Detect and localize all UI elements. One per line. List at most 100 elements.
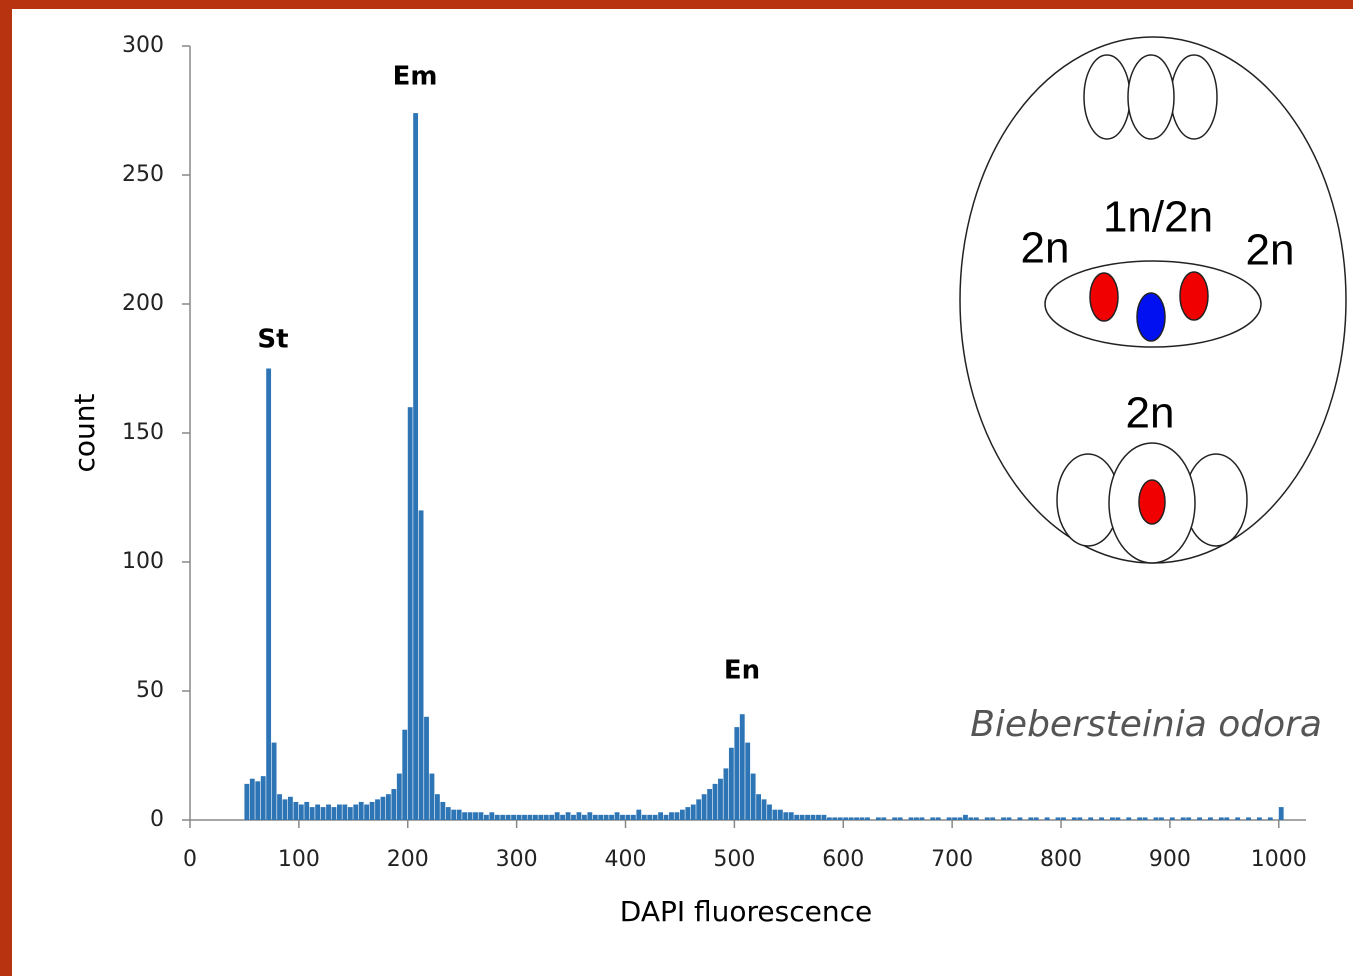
inset-label: 2n	[1126, 389, 1175, 438]
bar	[1278, 807, 1284, 820]
bar	[1197, 817, 1202, 820]
bar	[908, 817, 914, 820]
bar	[260, 776, 266, 820]
bar	[788, 812, 794, 820]
bar	[696, 799, 702, 820]
bar	[946, 817, 952, 820]
bar	[739, 714, 745, 820]
bar	[837, 817, 843, 820]
bar	[897, 817, 903, 820]
bar	[522, 814, 527, 820]
bar	[734, 727, 740, 820]
bar	[516, 814, 522, 820]
bar	[1159, 817, 1164, 820]
bar	[799, 814, 805, 820]
species-label: Biebersteinia odora	[970, 704, 1322, 745]
bar	[369, 801, 375, 820]
bar	[1137, 817, 1143, 820]
x-tick-label: 200	[387, 847, 429, 872]
x-tick-label: 100	[278, 847, 320, 872]
bar	[1110, 817, 1115, 820]
bar	[549, 814, 555, 820]
bar	[1061, 817, 1066, 820]
bar	[445, 807, 451, 820]
peak-label: En	[724, 656, 760, 686]
bar	[1033, 817, 1039, 820]
frame-top	[0, 0, 1353, 9]
bar	[309, 807, 315, 820]
bar	[560, 814, 566, 820]
y-tick-label: 250	[122, 162, 164, 187]
bar	[554, 812, 560, 820]
bar	[625, 814, 631, 820]
x-tick-label: 500	[713, 847, 755, 872]
bar	[1235, 817, 1241, 820]
bar	[249, 778, 255, 820]
bar	[614, 812, 620, 820]
bar	[865, 817, 870, 820]
bar	[315, 804, 321, 820]
bar	[679, 809, 685, 820]
bar	[685, 807, 691, 820]
bar	[914, 817, 919, 820]
bar	[821, 814, 827, 820]
bar	[375, 799, 380, 820]
bar	[848, 817, 854, 820]
bar	[298, 804, 304, 820]
y-tick-label: 0	[150, 807, 164, 832]
bar	[587, 812, 593, 820]
x-axis-title: DAPI fluorescence	[620, 895, 872, 928]
bar	[875, 817, 881, 820]
bar	[320, 807, 326, 820]
bar	[620, 814, 625, 820]
y-axis-title: count	[68, 393, 101, 472]
bar	[859, 817, 865, 820]
y-tick-label: 300	[122, 33, 164, 58]
bar	[674, 812, 680, 820]
bar	[396, 773, 402, 820]
inset-label: 1n/2n	[1103, 193, 1213, 242]
bar	[930, 817, 936, 820]
x-tick-label: 0	[183, 847, 197, 872]
bar	[565, 812, 571, 820]
bar	[429, 773, 435, 820]
x-tick-label: 300	[496, 847, 538, 872]
bar	[1142, 817, 1148, 820]
bar	[244, 783, 250, 820]
bar	[266, 368, 272, 820]
bar	[576, 812, 582, 820]
bar	[609, 814, 615, 820]
x-tick-label: 900	[1149, 847, 1191, 872]
bar	[810, 814, 816, 820]
bar	[756, 794, 762, 820]
bar	[641, 814, 647, 820]
bar	[805, 814, 811, 820]
bar	[434, 794, 440, 820]
bar	[456, 809, 462, 820]
bar	[826, 817, 832, 820]
bar	[451, 809, 457, 820]
bar	[326, 804, 331, 820]
bar	[690, 804, 696, 820]
bar	[767, 804, 772, 820]
bar	[1115, 817, 1121, 820]
bar	[1153, 817, 1159, 820]
frame-left	[0, 0, 12, 976]
inset-label: 2n	[1246, 226, 1295, 275]
bar	[473, 812, 478, 820]
bar	[919, 817, 925, 820]
bar	[957, 817, 963, 820]
bar	[892, 817, 898, 820]
x-tick-label: 700	[931, 847, 973, 872]
bar	[287, 796, 293, 820]
bar	[353, 804, 359, 820]
bar	[1169, 817, 1175, 820]
bar	[701, 794, 707, 820]
bar	[647, 814, 653, 820]
bar	[1055, 817, 1061, 820]
bar	[636, 809, 642, 820]
y-tick-label: 50	[136, 678, 164, 703]
bar	[347, 807, 353, 820]
bar	[500, 814, 506, 820]
